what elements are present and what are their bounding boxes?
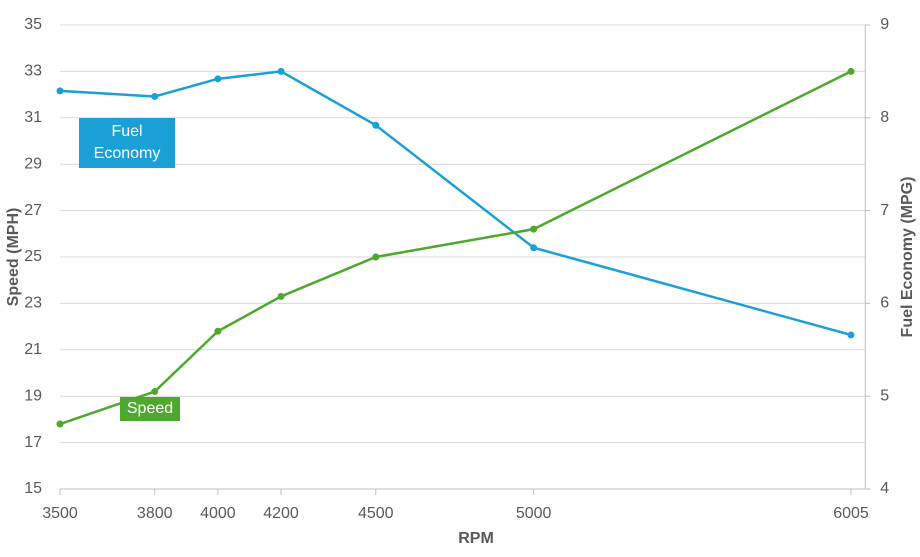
series-line bbox=[59, 70, 852, 337]
series-label: Fuel Economy bbox=[79, 118, 175, 168]
data-point bbox=[56, 87, 64, 95]
y-tick-label: 35 bbox=[24, 16, 42, 33]
y2-tick-label: 9 bbox=[880, 16, 889, 33]
y-tick-label: 17 bbox=[24, 434, 42, 451]
x-tick-label: 3500 bbox=[42, 505, 78, 522]
y-tick-label: 31 bbox=[24, 109, 42, 126]
y-tick-label: 29 bbox=[24, 155, 42, 172]
y2-tick-label: 4 bbox=[880, 480, 889, 497]
x-tick-label: 6005 bbox=[833, 505, 869, 522]
x-tick-label: 4200 bbox=[263, 505, 299, 522]
data-point bbox=[277, 292, 285, 300]
y2-tick-label: 7 bbox=[880, 202, 889, 219]
x-tick-label: 5000 bbox=[516, 505, 552, 522]
data-point bbox=[214, 75, 222, 83]
data-point bbox=[56, 420, 64, 428]
data-point bbox=[151, 92, 159, 100]
y2-tick-label: 6 bbox=[880, 295, 889, 312]
data-point bbox=[372, 121, 380, 129]
x-tick-label: 3800 bbox=[137, 505, 173, 522]
series-line bbox=[59, 70, 852, 426]
data-point bbox=[847, 331, 855, 339]
x-tick-label: 4000 bbox=[200, 505, 236, 522]
y-tick-label: 33 bbox=[24, 63, 42, 80]
y-tick-label: 25 bbox=[24, 248, 42, 265]
x-axis-title: RPM bbox=[458, 530, 494, 547]
data-point bbox=[372, 253, 380, 261]
data-point bbox=[151, 388, 159, 396]
y-tick-label: 23 bbox=[24, 295, 42, 312]
y2-axis-title: Fuel Economy (MPG) bbox=[899, 177, 916, 338]
x-tick-label: 4500 bbox=[358, 505, 394, 522]
y-tick-label: 21 bbox=[24, 341, 42, 358]
data-point bbox=[530, 244, 538, 252]
series-label: Speed bbox=[120, 397, 180, 421]
y2-tick-label: 8 bbox=[880, 109, 889, 126]
y2-tick-label: 5 bbox=[880, 387, 889, 404]
data-point bbox=[847, 67, 855, 75]
y-tick-label: 19 bbox=[24, 387, 42, 404]
y-tick-label: 15 bbox=[24, 480, 42, 497]
y-axis-title: Speed (MPH) bbox=[5, 208, 22, 307]
y-tick-label: 27 bbox=[24, 202, 42, 219]
data-point bbox=[530, 225, 538, 233]
data-point bbox=[277, 67, 285, 75]
data-point bbox=[214, 327, 222, 335]
